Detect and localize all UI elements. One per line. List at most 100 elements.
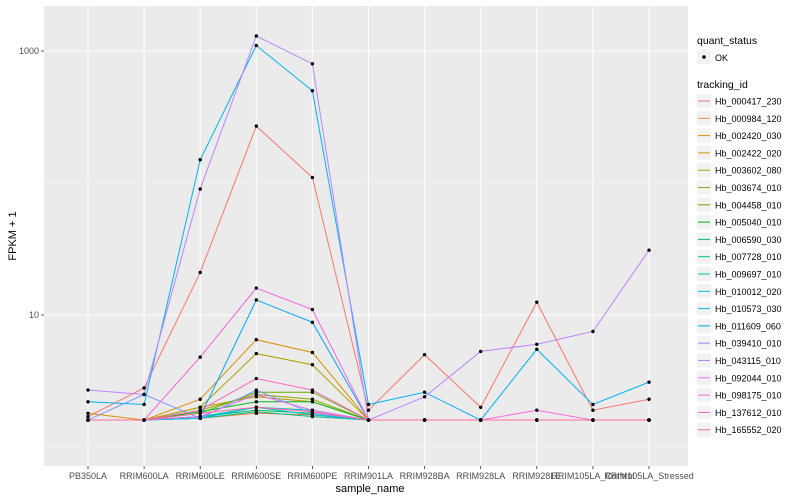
data-point xyxy=(142,402,146,407)
x-axis-title: sample_name xyxy=(335,483,404,495)
data-point xyxy=(479,418,483,422)
legend-label: Hb_000984_120 xyxy=(715,114,782,124)
x-tick-label: PB350LA xyxy=(69,471,107,481)
data-point xyxy=(142,392,146,397)
data-point xyxy=(254,405,258,409)
data-point xyxy=(310,320,315,325)
data-point xyxy=(535,347,539,351)
data-point xyxy=(86,400,90,404)
data-point xyxy=(422,353,427,357)
legend: quant_status OK tracking_id Hb_000417_230 Hb… xyxy=(697,35,782,437)
data-point xyxy=(366,402,371,407)
data-point xyxy=(254,395,258,399)
legend-label: Hb_092044_010 xyxy=(715,373,782,383)
data-point xyxy=(647,397,651,401)
data-point xyxy=(366,408,371,412)
x-tick-label: RRIM105LA_Control xyxy=(551,471,634,481)
data-point xyxy=(198,158,202,162)
x-tick-label: RRIM928LA xyxy=(456,471,505,481)
data-point xyxy=(198,187,202,191)
legend-label: Hb_003674_010 xyxy=(715,183,782,193)
legend-label: Hb_004458_010 xyxy=(715,200,782,210)
legend-label: Hb_000417_230 xyxy=(715,97,782,107)
x-tick-label: RRIM600LE xyxy=(176,471,225,481)
data-point xyxy=(198,397,202,401)
data-point xyxy=(647,380,651,384)
data-point xyxy=(591,402,595,407)
data-point xyxy=(422,395,427,399)
data-point xyxy=(310,363,315,367)
data-point xyxy=(591,329,595,334)
data-point xyxy=(366,418,371,422)
series-points xyxy=(86,34,651,422)
data-point xyxy=(86,418,90,422)
legend-label: Hb_043115_010 xyxy=(715,356,781,366)
legend-label: Hb_137612_010 xyxy=(715,408,782,418)
legend-label: Hb_098175_010 xyxy=(715,391,782,401)
data-point xyxy=(198,411,202,416)
data-point xyxy=(198,405,202,409)
data-point xyxy=(86,411,90,416)
legend-label-ok: OK xyxy=(715,53,728,63)
legend-label: Hb_009697_010 xyxy=(715,270,782,280)
data-point xyxy=(535,342,539,346)
data-point xyxy=(254,351,258,356)
data-point xyxy=(198,355,202,359)
data-point xyxy=(254,376,258,381)
data-point xyxy=(310,350,315,355)
data-point xyxy=(591,418,595,422)
data-point xyxy=(310,397,315,401)
data-point xyxy=(254,410,258,414)
legend-point-icon xyxy=(702,55,706,59)
legend-title-tracking-id: tracking_id xyxy=(697,79,748,91)
data-point xyxy=(198,408,202,412)
y-tick-label: 10 xyxy=(29,310,39,320)
data-point xyxy=(647,418,651,422)
legend-label: Hb_007728_010 xyxy=(715,252,782,262)
data-point xyxy=(310,410,315,414)
legend-label: Hb_039410_010 xyxy=(715,339,782,349)
legend-title-quant-status: quant_status xyxy=(697,35,757,47)
legend-label: Hb_002422_020 xyxy=(715,148,782,158)
data-point xyxy=(254,337,258,342)
data-point xyxy=(591,408,595,412)
data-point xyxy=(254,392,258,397)
data-point xyxy=(254,43,258,48)
y-axis: 10 1000 xyxy=(19,46,44,320)
legend-label: Hb_003602_080 xyxy=(715,166,782,176)
grid-lines xyxy=(44,6,688,466)
data-point xyxy=(86,414,90,419)
x-tick-label: RRIM105LA_Stressed xyxy=(604,471,694,481)
x-tick-label: RRIM600SE xyxy=(231,471,281,481)
legend-label: Hb_010573_030 xyxy=(715,304,782,314)
plot-panel xyxy=(44,6,688,466)
data-point xyxy=(198,270,202,275)
legend-label: Hb_002420_030 xyxy=(715,131,782,141)
x-tick-label: RRIM600LA xyxy=(120,471,169,481)
data-point xyxy=(86,388,90,392)
y-axis-title: FPKM + 1 xyxy=(7,211,19,260)
x-axis: PB350LA RRIM600LA RRIM600LE RRIM600SE RRIM60… xyxy=(69,466,694,481)
data-point xyxy=(254,124,258,128)
legend-label: Hb_006590_030 xyxy=(715,235,782,245)
data-point xyxy=(310,400,315,404)
legend-label: Hb_010012_020 xyxy=(715,287,782,297)
data-point xyxy=(535,408,539,412)
x-tick-label: RRIM928BA xyxy=(400,471,450,481)
data-point xyxy=(535,418,539,422)
data-point xyxy=(310,307,315,312)
data-point xyxy=(254,388,258,392)
data-point xyxy=(254,286,258,290)
data-point xyxy=(479,405,483,409)
data-point xyxy=(479,349,483,354)
data-point xyxy=(310,89,315,93)
data-point xyxy=(254,34,258,38)
data-point xyxy=(142,418,146,422)
legend-label: Hb_165552_020 xyxy=(715,425,782,435)
data-point xyxy=(198,414,202,419)
data-point xyxy=(310,175,315,180)
data-point xyxy=(254,298,258,302)
legend-label: Hb_005040_010 xyxy=(715,218,782,228)
x-tick-label: RRIM901LA xyxy=(344,471,393,481)
